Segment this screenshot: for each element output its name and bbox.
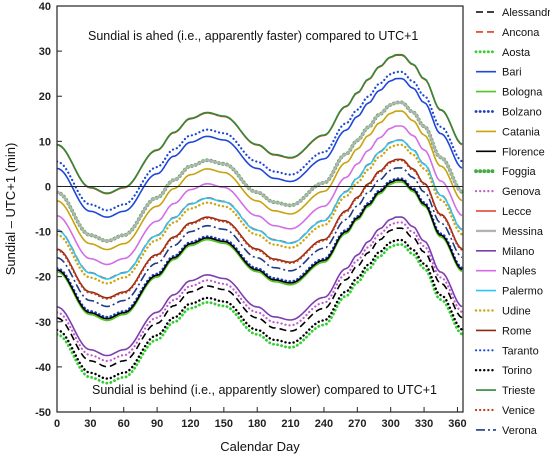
series-line-rome [57, 158, 463, 299]
x-axis-title: Calendar Day [220, 439, 300, 454]
x-tick-label: 330 [415, 418, 433, 430]
x-tick-label: 210 [281, 418, 299, 430]
series-line-florence [57, 179, 463, 320]
series-line-udine [57, 143, 463, 285]
x-tick-label: 0 [54, 418, 60, 430]
x-tick-label: 360 [448, 418, 466, 430]
plot-area [56, 5, 464, 413]
legend-label-rome: Rome [502, 325, 531, 337]
legend-label-milano: Milano [502, 246, 534, 258]
series-line-naples [57, 125, 463, 266]
y-tick-label: -30 [35, 317, 51, 329]
annotation-bottom: Sundial is behind (i.e., apparently slow… [92, 383, 437, 397]
y-tick-label: -40 [35, 362, 51, 374]
series-line-catania [57, 110, 463, 251]
y-tick-label: -20 [35, 272, 51, 284]
y-tick-label: 20 [39, 91, 51, 103]
y-tick-label: 30 [39, 46, 51, 58]
x-tick-label: 300 [382, 418, 400, 430]
y-tick-label: 0 [45, 181, 51, 193]
legend-label-verona: Verona [502, 425, 538, 437]
y-tick-label: 40 [39, 1, 51, 13]
series-line-taranto [57, 70, 463, 212]
legend-label-taranto: Taranto [502, 345, 539, 357]
series-line-bologna [57, 181, 463, 322]
legend-label-messina: Messina [502, 226, 544, 238]
series-line-messina [57, 101, 463, 243]
x-tick-label: 150 [215, 418, 233, 430]
series-line-aosta [57, 243, 463, 385]
axis-ticks: 0 30 60 90 120 150 180 210 240 270 300 330 360 40 30 20… [35, 1, 467, 430]
legend-label-genova: Genova [502, 186, 541, 198]
x-tick-label: 90 [151, 418, 163, 430]
series-line-venice [57, 159, 463, 300]
legend-label-trieste: Trieste [502, 385, 535, 397]
legend-label-aosta: Aosta [502, 47, 531, 59]
legend-label-foggia: Foggia [502, 166, 537, 178]
x-tick-label: 240 [315, 418, 333, 430]
legend-label-bologna: Bologna [502, 87, 543, 99]
series-line-torino [57, 238, 463, 380]
legend-label-florence: Florence [502, 146, 545, 158]
series-line-milano [57, 216, 463, 357]
y-tick-label: -50 [35, 407, 51, 419]
plot-frame [56, 5, 464, 413]
series-line-bari [57, 77, 463, 218]
x-tick-label: 60 [118, 418, 130, 430]
legend: Alessandria Ancona Aosta Bari Bologna Bolzano… [474, 7, 550, 437]
series-line-trieste [57, 53, 463, 194]
series-line-alessandria [57, 227, 463, 368]
legend-label-ancona: Ancona [502, 27, 540, 39]
legend-label-palermo: Palermo [502, 286, 543, 298]
y-axis-title: Sundial – UTC+1 (min) [3, 143, 18, 276]
series-line-bolzano [57, 177, 463, 319]
legend-label-venice: Venice [502, 405, 535, 417]
y-tick-label: 10 [39, 136, 51, 148]
legend-label-lecce: Lecce [502, 206, 531, 218]
series-line-verona [57, 167, 463, 308]
x-tick-label: 180 [248, 418, 266, 430]
y-tick-label: -10 [35, 227, 51, 239]
x-tick-label: 120 [181, 418, 199, 430]
legend-label-alessandria: Alessandria [502, 7, 550, 19]
series-line-palermo [57, 139, 463, 280]
x-tick-label: 270 [348, 418, 366, 430]
legend-label-bari: Bari [502, 67, 522, 79]
legend-label-bolzano: Bolzano [502, 107, 542, 119]
series-line-genova [57, 221, 463, 363]
legend-label-naples: Naples [502, 266, 537, 278]
series-lines [57, 53, 463, 385]
legend-label-torino: Torino [502, 365, 532, 377]
annotation-top: Sundial is ahed (i.e., apparently faster… [88, 29, 418, 43]
x-tick-label: 30 [84, 418, 96, 430]
legend-label-catania: Catania [502, 126, 541, 138]
legend-label-udine: Udine [502, 306, 531, 318]
